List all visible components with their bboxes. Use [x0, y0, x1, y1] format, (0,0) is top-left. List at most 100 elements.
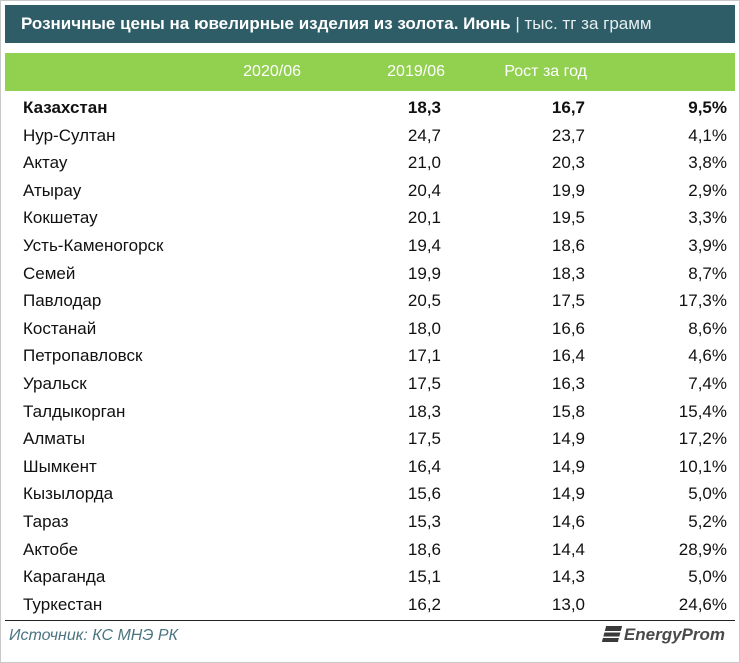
cell-value: 4,6% [688, 346, 727, 366]
cell-value: 18,3 [551, 263, 585, 283]
cell-value: 15,8 [551, 401, 585, 421]
logo-text: EnergyProm [623, 625, 725, 644]
logo-mark [601, 626, 623, 642]
source: Источник: КС МНЭ РК [9, 627, 178, 644]
table-row: Казахстан 18,3 16,7 9,5% [5, 95, 735, 122]
cell-value: 17,5 [407, 429, 441, 449]
cell-value: 17,1 [407, 346, 441, 366]
row-label: Казахстан [23, 98, 108, 117]
cell-value: 15,6 [407, 484, 441, 504]
cell-value: 14,9 [551, 484, 585, 504]
logo: EnergyProm [601, 625, 725, 645]
row-label: Талдыкорган [23, 401, 126, 421]
table-row: Нур-Султан 24,7 23,7 4,1% [5, 123, 735, 150]
cell-value: 17,3% [678, 291, 727, 311]
cell-value: 17,5 [551, 291, 585, 311]
cell-value: 3,3% [688, 208, 727, 228]
title-bar: Розничные цены на ювелирные изделия из з… [5, 5, 735, 43]
row-label: Кызылорда [23, 484, 114, 504]
cell-value: 14,9 [551, 456, 585, 476]
cell-value: 16,7 [551, 98, 585, 117]
cell-value: 13,0 [551, 594, 585, 614]
cell-value: 15,4% [678, 401, 727, 421]
row-label: Актау [23, 153, 68, 173]
cell-value: 16,3 [551, 374, 585, 393]
cell-value: 5,2% [688, 512, 727, 531]
row-label: Петропавловск [23, 346, 143, 366]
cell-value: 18,0 [407, 318, 441, 338]
cell-value: 3,8% [688, 153, 727, 173]
cell-value: 14,9 [551, 429, 585, 449]
cell-value: 18,6 [407, 539, 441, 559]
header-row: 2020/06 2019/06 Рост за год [5, 53, 735, 91]
cell-value: 7,4% [688, 374, 727, 393]
cell-value: 8,7% [688, 263, 727, 283]
row-label: Семей [23, 263, 76, 283]
row-label: Шымкент [23, 456, 97, 476]
table-row: Талдыкорган 18,3 15,8 15,4% [5, 399, 735, 426]
title: Розничные цены на ювелирные изделия из з… [21, 14, 511, 33]
table-row: Семей 19,9 18,3 8,7% [5, 261, 735, 288]
cell-value: 17,2% [678, 429, 727, 449]
row-label: Кокшетау [23, 208, 98, 228]
row-label: Караганда [23, 567, 106, 587]
row-label: Тараз [23, 512, 69, 531]
cell-value: 19,4 [407, 236, 441, 255]
cell-value: 5,0% [688, 567, 727, 587]
table-row: Атырау 20,4 19,9 2,9% [5, 178, 735, 205]
column-header: Рост за год [504, 63, 587, 80]
row-label: Атырау [23, 180, 82, 200]
table-row: Павлодар 20,5 17,5 17,3% [5, 288, 735, 315]
cell-value: 16,4 [407, 456, 441, 476]
table-row: Шымкент 16,4 14,9 10,1% [5, 454, 735, 481]
column-header: 2020/06 [243, 63, 301, 80]
cell-value: 3,9% [688, 236, 727, 255]
row-label: Туркестан [23, 594, 103, 614]
table-row: Караганда 15,1 14,3 5,0% [5, 564, 735, 591]
cell-value: 15,3 [407, 512, 441, 531]
cell-value: 18,3 [407, 98, 441, 117]
cell-value: 9,5% [688, 98, 727, 117]
table-row: Уральск 17,5 16,3 7,4% [5, 371, 735, 398]
table-row: Петропавловск 17,1 16,4 4,6% [5, 343, 735, 370]
cell-value: 23,7 [551, 125, 585, 145]
cell-value: 10,1% [678, 456, 727, 476]
column-header: 2019/06 [387, 63, 445, 80]
divider [5, 620, 735, 621]
cell-value: 16,6 [551, 318, 585, 338]
row-label: Павлодар [23, 291, 102, 311]
cell-value: 14,3 [551, 567, 585, 587]
cell-value: 24,6% [678, 594, 727, 614]
cell-value: 15,1 [407, 567, 441, 587]
cell-value: 8,6% [688, 318, 727, 338]
table-row: Кокшетау 20,1 19,5 3,3% [5, 205, 735, 232]
table-row: Актау 21,0 20,3 3,8% [5, 150, 735, 177]
row-label: Усть-Каменогорск [23, 236, 164, 255]
row-label: Алматы [23, 429, 86, 449]
cell-value: 16,4 [551, 346, 585, 366]
row-label: Актобе [23, 539, 79, 559]
table-row: Усть-Каменогорск 19,4 18,6 3,9% [5, 233, 735, 260]
table-row: Алматы 17,5 14,9 17,2% [5, 426, 735, 453]
row-label: Нур-Султан [23, 125, 116, 145]
unit: | тыс. тг за грамм [515, 14, 652, 33]
cell-value: 4,1% [688, 125, 727, 145]
cell-value: 21,0 [407, 153, 441, 173]
cell-value: 24,7 [407, 125, 441, 145]
cell-value: 5,0% [688, 484, 727, 504]
table-row: Кызылорда 15,6 14,9 5,0% [5, 481, 735, 508]
row-label: Костанай [23, 318, 97, 338]
cell-value: 14,6 [551, 512, 585, 531]
cell-value: 20,5 [407, 291, 441, 311]
cell-value: 19,9 [551, 180, 585, 200]
cell-value: 2,9% [688, 180, 727, 200]
cell-value: 16,2 [407, 594, 441, 614]
cell-value: 14,4 [551, 539, 585, 559]
cell-value: 20,3 [551, 153, 585, 173]
cell-value: 18,6 [551, 236, 585, 255]
cell-value: 19,9 [407, 263, 441, 283]
table-row: Костанай 18,0 16,6 8,6% [5, 316, 735, 343]
cell-value: 20,4 [407, 180, 441, 200]
cell-value: 18,3 [407, 401, 441, 421]
